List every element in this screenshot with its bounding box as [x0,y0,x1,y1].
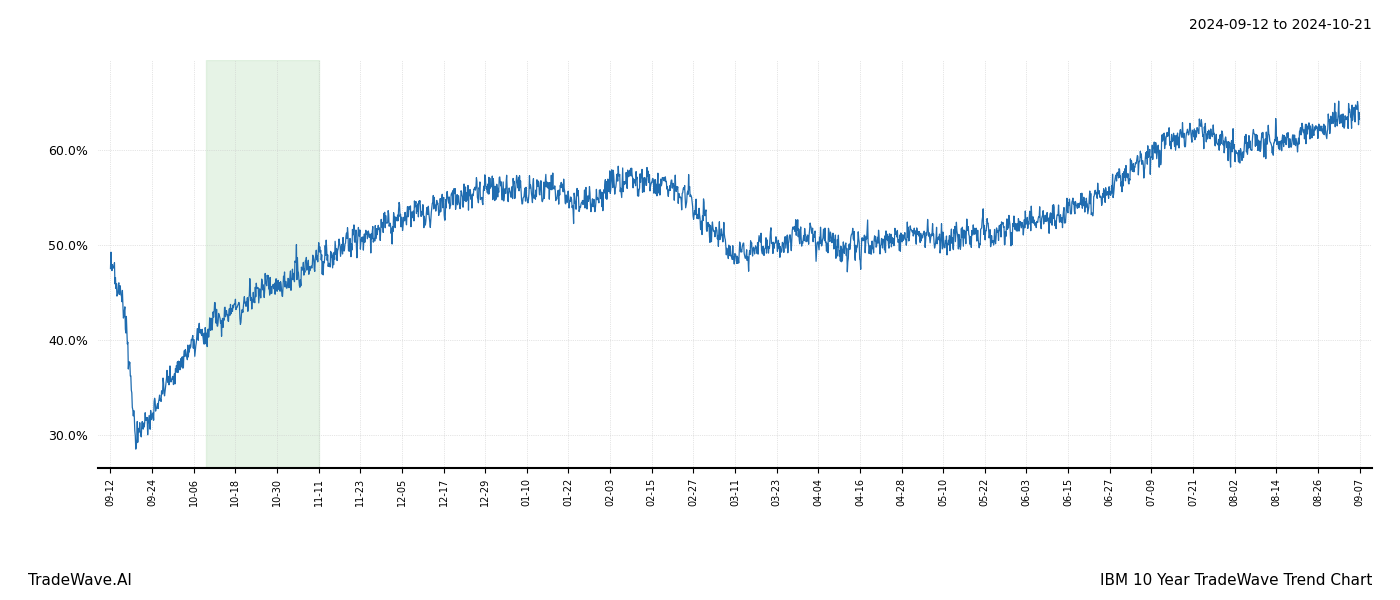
Text: IBM 10 Year TradeWave Trend Chart: IBM 10 Year TradeWave Trend Chart [1099,573,1372,588]
Bar [206,60,319,468]
Text: TradeWave.AI: TradeWave.AI [28,573,132,588]
Text: 2024-09-12 to 2024-10-21: 2024-09-12 to 2024-10-21 [1189,18,1372,32]
